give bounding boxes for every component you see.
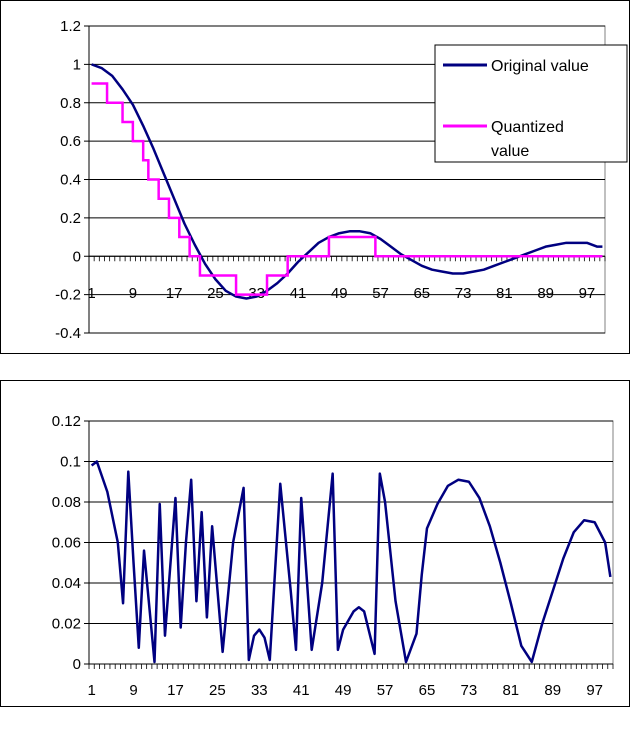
x-tick-label: 81 [496,285,513,302]
x-tick-label: 49 [331,285,348,302]
x-tick-label: 17 [166,285,183,302]
x-tick-label: 65 [419,682,436,699]
y-tick-label: 0.1 [60,454,81,471]
y-tick-label: 0.12 [52,413,81,430]
x-tick-label: 81 [502,682,519,699]
y-tick-label: 1.2 [60,18,81,35]
y-tick-label: -0.2 [55,287,81,304]
y-tick-label: 0.04 [52,575,81,592]
x-tick-label: 33 [251,682,268,699]
y-tick-label: 0.2 [60,210,81,227]
x-tick-label: 41 [290,285,307,302]
x-tick-label: 73 [455,285,472,302]
x-tick-label: 89 [544,682,561,699]
x-tick-label: 57 [372,285,389,302]
x-tick-label: 1 [87,285,95,302]
y-tick-label: 0.4 [60,172,81,189]
quantization-chart: 1.2 1 0.8 0.6 0.4 0.2 0 -0.2 -0.4 1 9 17 25 33 41 49 57 6… [0,0,630,354]
y-tick-label: -0.4 [55,325,81,342]
y-tick-label: 0 [73,248,81,265]
y-tick-label: 0.08 [52,494,81,511]
x-tick-label: 97 [579,285,596,302]
error-line [90,460,612,664]
x-tick-label: 57 [377,682,394,699]
y-tick-label: 1 [73,56,81,73]
x-tick-label: 1 [87,682,95,699]
x-tick-label: 65 [413,285,430,302]
x-tick-label: 9 [129,285,137,302]
quantization-chart-svg: 1.210.80.60.40.20-0.2-0.41 9 17 25 33 41 49 57 6… [55,18,628,342]
x-tick-label: 97 [586,682,603,699]
x-tick-label: 73 [461,682,478,699]
x-tick-label: 41 [293,682,310,699]
x-tick-label: 89 [537,285,554,302]
y-tick-label: 0.8 [60,95,81,112]
y-tick-label: 0.6 [60,133,81,150]
y-tick-label: 0.02 [52,616,81,633]
x-tick-label: 9 [129,682,137,699]
error-chart: 0.12 0.1 0.08 0.06 0.04 0.02 0 1 9 17 25 33 41 49 57 65… [0,380,630,707]
legend-label-quantized-value-line: Quantized value [491,119,564,160]
y-tick-label: 0.06 [52,535,81,552]
x-tick-label: 25 [207,285,224,302]
legend-label-original-value-line: Original value [491,58,589,75]
x-tick-label: 25 [209,682,226,699]
x-tick-label: 17 [167,682,184,699]
y-tick-label: 0 [73,656,81,673]
x-tick-label: 49 [335,682,352,699]
quantized-value-line [91,82,603,296]
error-chart-svg: 0.12 0.1 0.08 0.06 0.04 0.02 01 9 17 25 33 41 49 57 65… [52,413,614,699]
